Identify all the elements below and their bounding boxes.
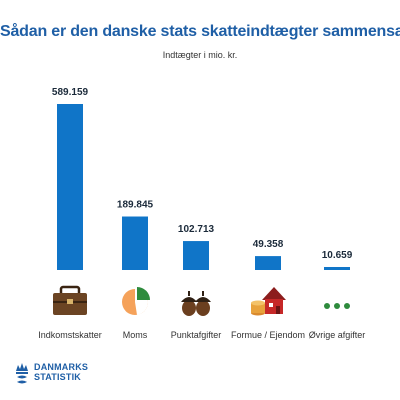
category-label: Punktafgifter	[171, 330, 222, 340]
pie-chart-icon	[122, 287, 150, 315]
house-coins-icon	[251, 287, 286, 316]
data-label: 589.159	[52, 87, 89, 98]
brand-line-1: DANMARKS	[34, 362, 89, 372]
category-label: Indkomstskatter	[38, 330, 102, 340]
brand-line-2: STATISTIK	[34, 372, 81, 382]
data-label: 49.358	[253, 239, 284, 250]
bar	[57, 104, 83, 270]
bar	[122, 216, 148, 270]
category-label: Formue / Ejendom	[231, 330, 305, 340]
bar	[183, 241, 209, 270]
briefcase-icon	[53, 285, 87, 315]
acorn-icon	[181, 291, 211, 316]
bar	[324, 266, 350, 270]
data-label: 189.845	[117, 200, 154, 211]
ellipsis-icon	[324, 303, 350, 309]
category-label: Øvrige afgifter	[309, 330, 366, 340]
chart-subtitle: Indtægter i mio. kr.	[162, 50, 238, 60]
data-label: 10.659	[322, 250, 353, 261]
crown-icon	[16, 363, 28, 384]
chart-title: Sådan er den danske stats skatteindtægte…	[0, 23, 400, 40]
category-label: Moms	[123, 330, 148, 340]
danmarks-statistik-logo: DANMARKS STATISTIK	[14, 362, 88, 388]
data-label: 102.713	[178, 224, 215, 235]
bar	[255, 256, 281, 270]
